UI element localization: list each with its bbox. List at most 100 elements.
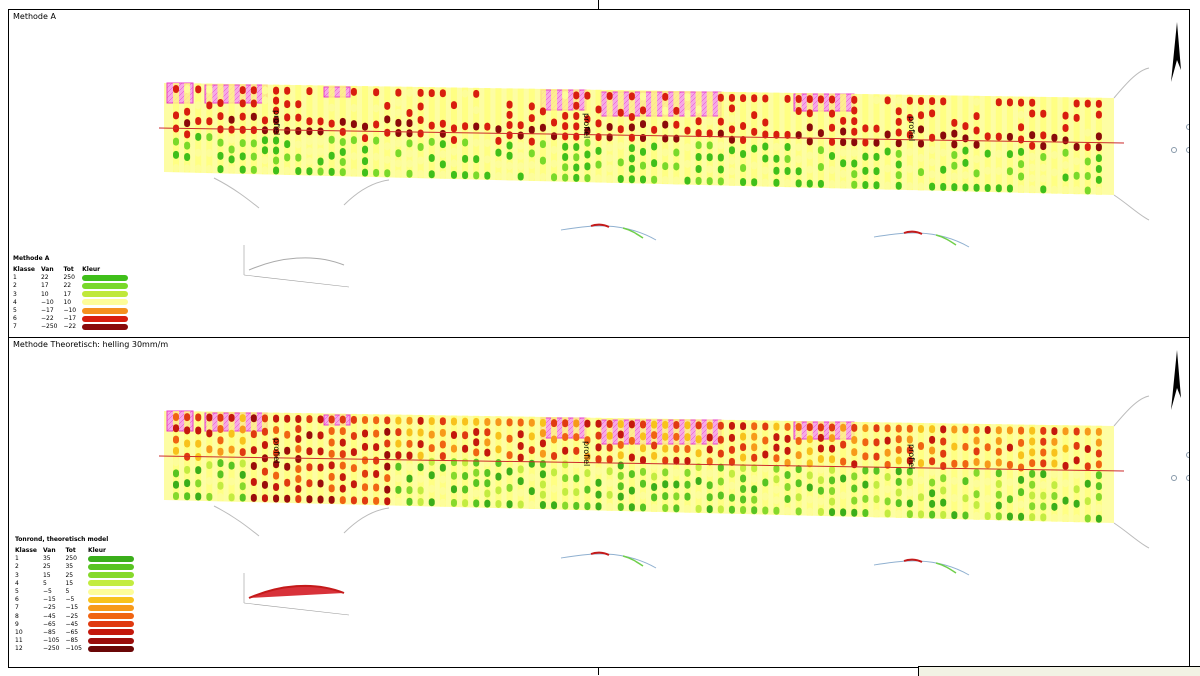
profile-point: [1018, 172, 1025, 181]
legend-table: Klasse Van Tot Kleur 1 22 250 2 17 22 3 10 17 4 −1…: [13, 266, 134, 332]
profile-point: [606, 467, 613, 476]
profile-point: [217, 138, 224, 147]
profile-point: [706, 165, 713, 174]
profile-point: [628, 503, 635, 512]
legend-color: [82, 307, 134, 315]
profile-point: [362, 483, 369, 492]
profile-point: [1029, 163, 1036, 172]
profile-point: [995, 479, 1002, 488]
profile-point: [417, 440, 424, 449]
hatch-line: [348, 423, 351, 426]
profile-point: [528, 137, 535, 146]
profile-point: [1051, 513, 1058, 522]
profile-point: [1040, 174, 1047, 183]
profile-label: profiel: [582, 441, 591, 466]
profile-point: [695, 477, 702, 486]
profile-point: [350, 120, 357, 129]
profile-point: [973, 468, 980, 477]
profile-point: [617, 471, 624, 480]
profile-point: [373, 152, 380, 161]
profile-point: [273, 106, 280, 115]
profile-bar: [662, 418, 669, 513]
profile-point: [362, 122, 369, 131]
inset-highlight: [622, 555, 644, 567]
legend-color: [87, 555, 140, 563]
profile-point: [740, 443, 747, 452]
cross-section-inset: [243, 573, 350, 616]
profile-point: [884, 424, 891, 433]
profile-point: [906, 424, 913, 433]
profile-point: [350, 464, 357, 473]
profile-point: [895, 181, 902, 190]
profile-point: [795, 143, 802, 152]
profile-point: [250, 446, 257, 455]
legend-header-tot: Tot: [63, 266, 74, 274]
profile-point: [406, 119, 413, 128]
profile-point: [795, 107, 802, 116]
profile-point: [673, 468, 680, 477]
profile-point: [1073, 441, 1080, 450]
profile-point: [395, 462, 402, 471]
profile-bar: [1062, 97, 1069, 194]
profile-point: [1051, 459, 1058, 468]
profile-point: [851, 508, 858, 517]
profile-point: [439, 170, 446, 179]
profile-point: [917, 459, 924, 468]
profile-point: [628, 123, 635, 132]
profile-point: [673, 421, 680, 430]
profile-point: [317, 431, 324, 440]
profile-point: [884, 181, 891, 190]
profile-point: [562, 91, 569, 100]
profile-point: [495, 445, 502, 454]
legend-van: −25: [42, 604, 56, 612]
profile-point: [640, 503, 646, 512]
profile-point: [206, 133, 213, 142]
profile-point: [206, 164, 213, 173]
profile-point: [439, 463, 446, 472]
profile-point: [539, 501, 546, 510]
profile-point: [1062, 479, 1069, 488]
profile-point: [684, 445, 691, 454]
profile-point: [895, 445, 902, 454]
profile-point: [562, 153, 569, 161]
profile-point: [184, 130, 191, 139]
profile-bar: [195, 83, 202, 173]
profile-point: [684, 421, 691, 430]
profile-point: [762, 450, 769, 459]
legend-row: 1 35 250: [15, 555, 140, 563]
profile-point: [584, 162, 591, 171]
profile-point: [784, 470, 791, 479]
profile-point: [173, 492, 179, 500]
legend-swatch: [87, 572, 134, 579]
profile-point: [806, 447, 813, 456]
legend-header-tot: Tot: [65, 547, 76, 555]
profile-point: [917, 493, 924, 502]
profile-point: [317, 137, 324, 146]
profile-point: [606, 91, 613, 100]
profile-point: [284, 166, 291, 175]
profile-point: [962, 477, 969, 486]
profile-point: [284, 153, 291, 162]
profile-point: [406, 109, 413, 117]
profile-point: [751, 485, 758, 494]
profile-point: [562, 474, 569, 483]
profile-point: [606, 164, 613, 173]
profile-point: [740, 177, 747, 186]
hatch-zone: [323, 414, 351, 426]
legend-swatch: [82, 315, 129, 322]
profile-point: [951, 511, 958, 520]
profile-point: [562, 142, 569, 151]
profile-point: [740, 150, 747, 159]
profile-point: [551, 484, 558, 493]
profile-point: [562, 122, 569, 131]
profile-point: [217, 425, 224, 434]
profile-point: [784, 446, 791, 455]
profile-point: [617, 420, 624, 429]
profile-point: [250, 126, 257, 135]
legend-tot: −105: [65, 645, 82, 653]
profile-point: [773, 166, 780, 175]
profile-point: [673, 134, 680, 143]
profile-point: [1073, 470, 1080, 479]
profile-point: [962, 183, 969, 192]
profile-point: [317, 167, 324, 176]
